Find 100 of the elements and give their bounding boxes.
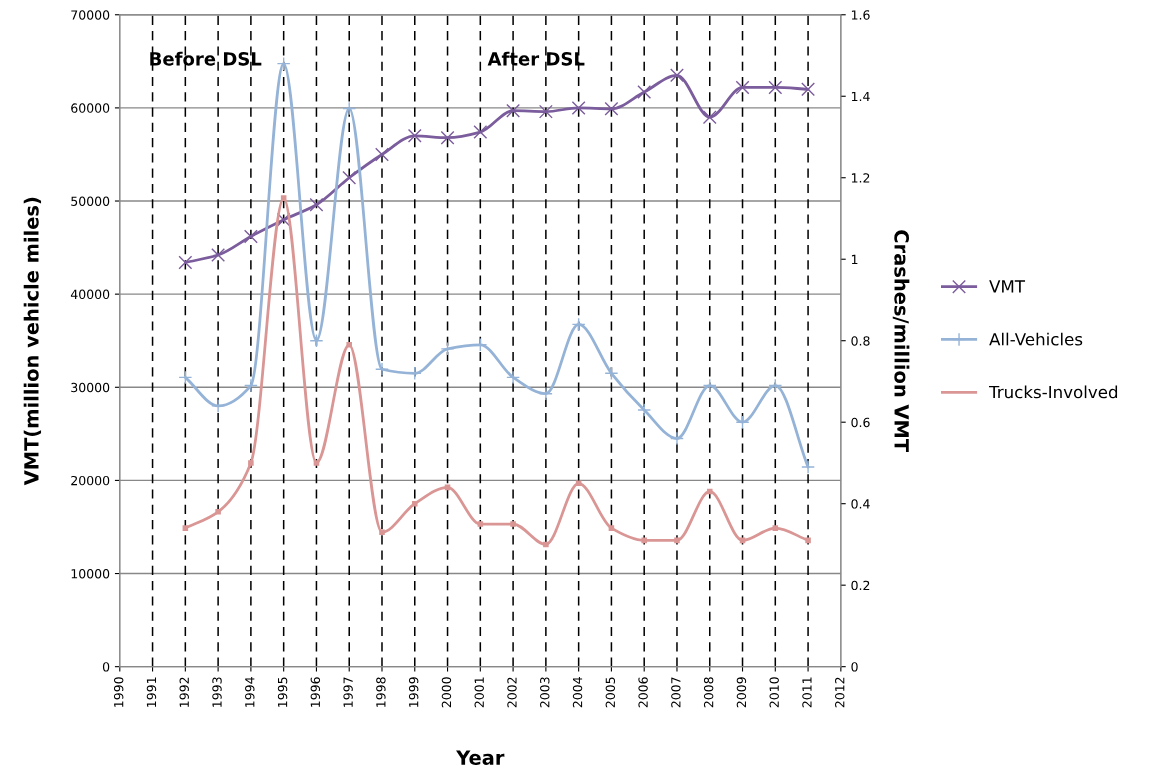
point [243, 229, 258, 244]
point [440, 341, 455, 356]
y2-tick-label: 1.4 [851, 91, 870, 101]
point [801, 82, 816, 97]
point [805, 537, 811, 544]
y2-tick-label: 0.4 [851, 499, 870, 509]
point [309, 333, 324, 348]
y2-axis-title: Crashes/million VMT [892, 230, 910, 453]
point [411, 500, 418, 507]
point [543, 541, 549, 548]
y-tick-label: 40000 [70, 289, 110, 300]
point [768, 80, 783, 95]
y-axis-title: VMT(million vehicle miles) [23, 197, 42, 486]
point [477, 521, 484, 527]
x-tick-label: 2007 [671, 677, 681, 708]
point [211, 248, 226, 262]
x-tick-label: 1998 [376, 677, 386, 707]
point [670, 431, 684, 446]
x-tick-label: 2004 [572, 677, 583, 708]
x-tick-label: 1999 [408, 677, 419, 707]
legend-label: All-Vehicles [989, 332, 1083, 346]
x-tick-label: 1993 [212, 677, 222, 707]
x-tick-label: 1995 [277, 677, 288, 707]
point [211, 398, 226, 413]
x-tick-label: 1992 [179, 677, 189, 707]
y2-tick-label: 1.2 [851, 173, 870, 183]
annotation: Before DSL [150, 51, 262, 66]
x-tick-label: 2002 [507, 677, 517, 708]
point [608, 525, 615, 531]
x-tick-label: 1997 [343, 677, 353, 707]
point [735, 80, 750, 95]
point [280, 195, 287, 201]
x-axis-title: Year [456, 750, 505, 765]
point [706, 488, 713, 495]
point [309, 197, 324, 212]
point [379, 529, 385, 535]
point [243, 378, 258, 393]
x-tick-label: 1994 [245, 677, 255, 707]
point [801, 460, 816, 474]
y2-tick-label: 1 [851, 254, 858, 264]
point [506, 370, 521, 385]
point [670, 68, 684, 83]
point [342, 101, 357, 116]
point [538, 386, 553, 401]
legend-label: VMT [989, 280, 1026, 293]
point [407, 128, 422, 143]
point [248, 460, 254, 466]
point [571, 100, 586, 115]
point [375, 147, 389, 162]
x-tick-label: 2010 [769, 677, 779, 708]
point [178, 255, 193, 270]
legend-label: Trucks-Involved [988, 385, 1118, 399]
x-tick-label: 1996 [310, 677, 321, 707]
point [772, 525, 779, 531]
point [735, 415, 750, 430]
x-tick-label: 2009 [736, 677, 747, 708]
x-tick-label: 2003 [540, 677, 550, 708]
point [313, 460, 320, 466]
point [604, 366, 619, 381]
y2-tick-label: 0.8 [851, 336, 870, 346]
point [637, 403, 652, 417]
point [641, 537, 647, 544]
y2-tick-label: 0.6 [851, 417, 870, 428]
point [342, 170, 357, 185]
x-tick-label: 2000 [441, 677, 452, 708]
point [178, 370, 193, 385]
point [346, 342, 352, 348]
point [768, 378, 783, 393]
point [571, 317, 586, 332]
point [702, 110, 717, 125]
y2-tick-label: 0.2 [851, 580, 870, 591]
x-tick-label: 2006 [638, 677, 648, 708]
point [215, 509, 221, 515]
y-tick-label: 20000 [71, 475, 110, 486]
y2-tick-label: 0 [851, 662, 858, 672]
point [510, 521, 516, 527]
x-tick-label: 2005 [605, 677, 616, 708]
annotation: After DSL [487, 51, 585, 66]
y-tick-label: 30000 [71, 382, 110, 393]
y-tick-label: 0 [102, 662, 110, 672]
y-tick-label: 50000 [71, 196, 110, 206]
y-tick-label: 60000 [71, 103, 110, 113]
y2-tick-label: 1.6 [851, 10, 870, 20]
x-tick-label: 1991 [146, 677, 157, 707]
point [637, 85, 652, 100]
point [182, 525, 189, 531]
point [473, 125, 488, 140]
y-tick-label: 10000 [71, 569, 110, 579]
x-tick-label: 2001 [474, 677, 484, 708]
y-tick-label: 70000 [71, 10, 110, 20]
x-tick-label: 1990 [113, 677, 124, 707]
point [276, 56, 291, 71]
x-tick-label: 2011 [802, 677, 812, 708]
point [506, 103, 521, 118]
x-tick-label: 2012 [835, 677, 845, 708]
x-tick-label: 2008 [703, 677, 714, 708]
point [674, 537, 680, 544]
point [440, 130, 455, 145]
point [604, 101, 619, 116]
point [702, 378, 717, 393]
